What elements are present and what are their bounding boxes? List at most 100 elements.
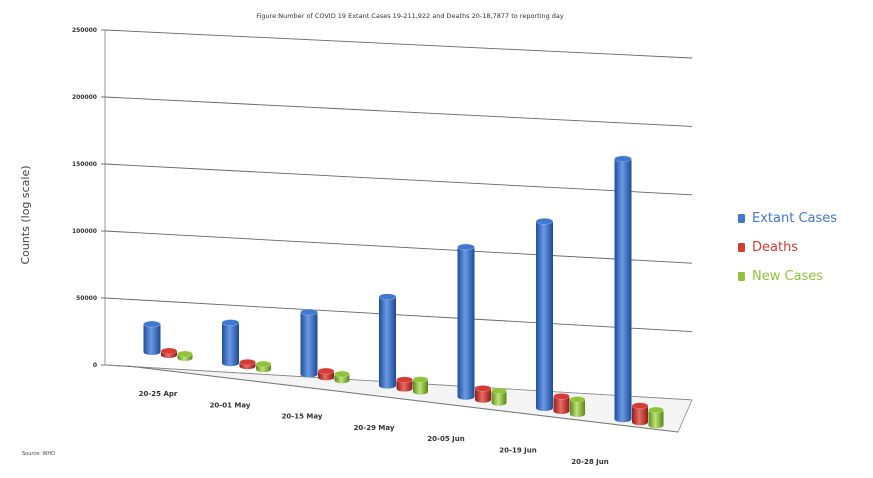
bar-extant-cases — [300, 308, 318, 378]
bar-base — [256, 366, 271, 373]
bar-top — [317, 367, 335, 375]
bar-body — [334, 374, 350, 381]
bar-base — [334, 377, 350, 384]
bar-top — [569, 396, 586, 403]
bar-extant-cases — [535, 218, 554, 411]
bar-top — [160, 347, 178, 355]
bar-base — [413, 388, 428, 395]
bar-top — [491, 387, 507, 395]
bar-extant-cases — [221, 319, 240, 367]
x-tick-label: 20-29 May — [354, 424, 395, 432]
bar-new-cases — [569, 396, 586, 417]
bar-body — [318, 371, 334, 378]
bar-body — [648, 409, 664, 426]
bar-extant-cases — [614, 155, 632, 423]
bar-base — [457, 393, 475, 400]
bar-base — [648, 422, 664, 429]
back-wall-plane — [105, 30, 692, 400]
bar-top — [239, 358, 256, 366]
y-tick-label: 200000 — [72, 94, 97, 101]
bar-body — [379, 296, 396, 386]
bar-body — [143, 324, 161, 352]
bar-base — [318, 374, 334, 381]
gridline — [104, 297, 693, 333]
bar-body — [553, 396, 570, 411]
x-tick-label: 20-25 Apr — [139, 390, 178, 398]
bar-top — [143, 320, 161, 328]
x-tick-label: 20-19 Jun — [499, 447, 536, 455]
bar-base — [475, 396, 491, 403]
bar-base — [396, 385, 413, 392]
legend: Extant Cases Deaths New Cases — [738, 211, 837, 284]
bar-base — [491, 399, 507, 406]
y-tick-label: 250000 — [72, 27, 97, 34]
bar-base — [143, 349, 161, 355]
bar-deaths — [631, 402, 649, 426]
x-tick-label: 20-15 May — [282, 413, 323, 421]
legend-label: Extant Cases — [752, 211, 837, 226]
bar-body — [536, 221, 553, 408]
gridline — [104, 96, 693, 127]
bar-body — [475, 388, 491, 400]
bar-deaths — [396, 376, 413, 392]
x-tick-label: 20-05 Jun — [427, 435, 464, 443]
bar-new-cases — [334, 370, 350, 384]
bar-top — [474, 385, 492, 392]
x-tick-label: 20-01 May — [210, 401, 251, 409]
bar-new-cases — [648, 406, 664, 429]
bar-deaths — [239, 358, 256, 370]
bar-deaths — [160, 347, 178, 358]
bar-top — [396, 376, 413, 384]
bar-new-cases — [412, 376, 429, 395]
x-tick-label: 20-28 Jun — [571, 458, 608, 466]
bar-top — [553, 393, 570, 400]
y-tick-label: 50000 — [76, 295, 97, 302]
bar-base — [300, 371, 318, 378]
bar-base — [570, 411, 585, 417]
bar-new-cases — [255, 360, 272, 373]
bar-base — [614, 416, 632, 423]
bar-top — [648, 406, 664, 414]
bar-extant-cases — [457, 243, 475, 400]
bar-body — [570, 399, 585, 414]
x-axis-labels: 20-25 Apr 20-01 May 20-15 May 20-29 May 20-0… — [139, 390, 609, 466]
source-note: Source: WHO — [22, 451, 55, 457]
legend-label: New Cases — [752, 269, 823, 284]
bar-top — [631, 402, 649, 409]
bar-deaths — [553, 393, 570, 414]
y-axis-label: Counts (log scale) — [19, 165, 32, 264]
bar-body — [222, 322, 239, 364]
gridline — [104, 230, 693, 264]
legend-swatch — [738, 243, 745, 252]
bar-body — [491, 390, 507, 403]
bar-top — [177, 350, 193, 358]
bar-top — [300, 308, 318, 316]
bar-top — [255, 360, 272, 368]
bar-base — [536, 405, 553, 411]
bar-top — [221, 319, 240, 326]
bar-body — [614, 158, 632, 420]
bar-top — [457, 243, 475, 251]
bar-body — [396, 379, 413, 389]
gridline — [104, 29, 693, 59]
bar-top — [334, 370, 350, 378]
floor-front-edge — [127, 365, 679, 433]
bar-top — [378, 293, 397, 301]
bar-top — [614, 155, 632, 163]
back-wall — [104, 30, 692, 400]
y-tick-label: 0 — [93, 362, 97, 369]
bar-body — [457, 246, 475, 397]
bar-body — [632, 405, 648, 423]
legend-swatch — [738, 272, 745, 281]
bar-body — [413, 379, 428, 392]
bar-extant-cases — [378, 293, 397, 389]
bar-top — [535, 218, 554, 225]
chart-title: Figure:Number of COVID 19 Extant Cases 1… — [256, 12, 564, 20]
bar-base — [379, 382, 396, 389]
bar-base — [632, 419, 648, 426]
y-tick-label: 100000 — [72, 228, 97, 235]
bar-base — [553, 408, 570, 414]
y-tick-label: 150000 — [72, 161, 97, 168]
